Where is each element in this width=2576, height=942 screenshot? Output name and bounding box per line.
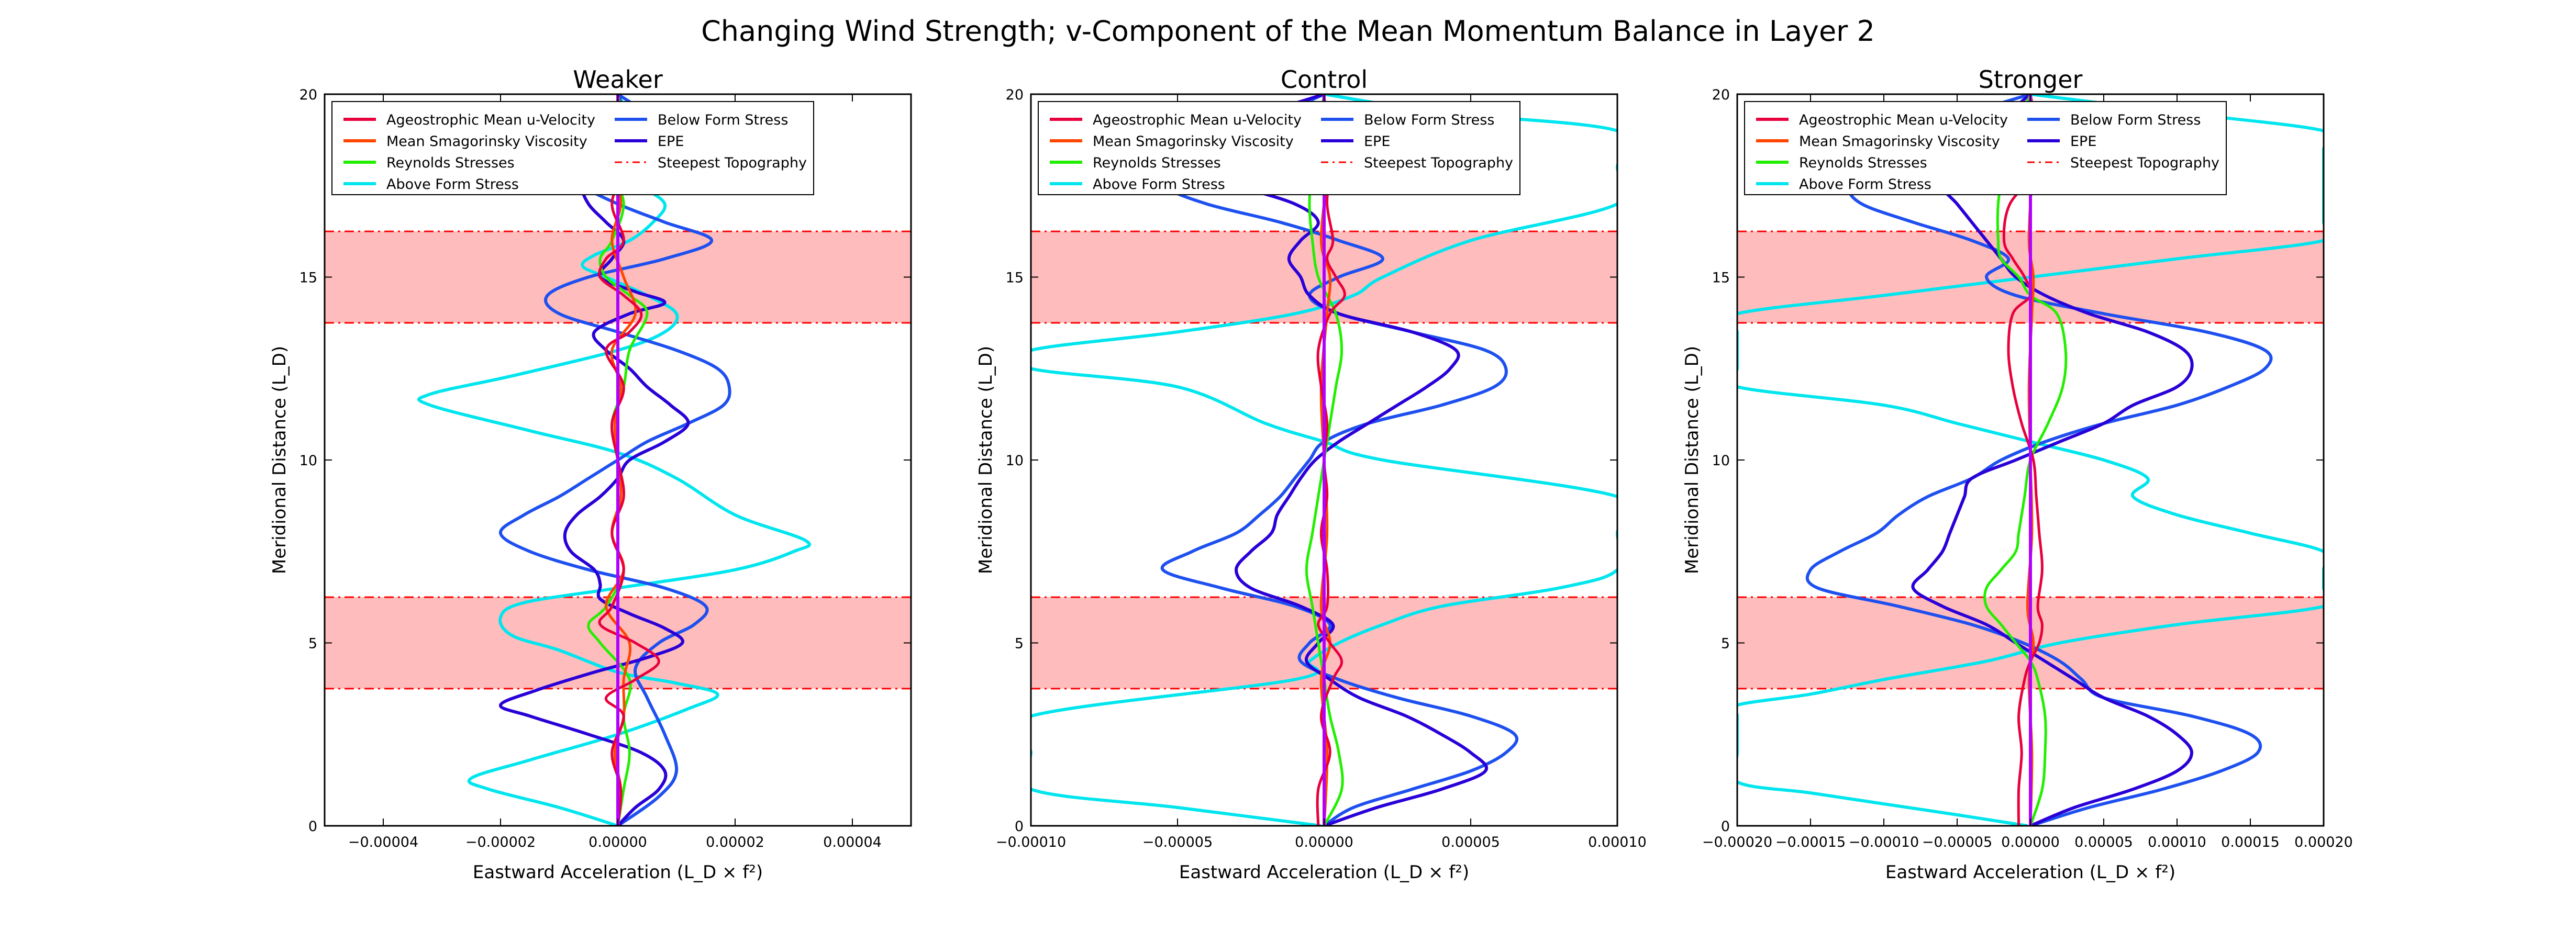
legend-label-smag: Mean Smagorinsky Viscosity	[1799, 133, 2000, 150]
x-tick-label: 0.00010	[1588, 834, 1647, 850]
x-tick-label: −0.00010	[1849, 834, 1919, 850]
series-line-reynolds	[1983, 94, 2068, 826]
series-line-above	[1031, 94, 1617, 826]
y-tick-label: 15	[299, 270, 317, 286]
legend-label-reynolds: Reynolds Stresses	[386, 155, 515, 171]
legend-label-above: Above Form Stress	[1093, 176, 1225, 193]
x-tick-label: 0.00015	[2221, 834, 2280, 850]
x-tick-label: −0.00005	[1922, 834, 1992, 850]
legend-label-below: Below Form Stress	[1364, 112, 1494, 128]
legend-label-epe: EPE	[1364, 133, 1390, 150]
y-tick-label: 20	[1712, 87, 1730, 103]
y-tick-label: 20	[299, 87, 317, 103]
y-tick-label: 10	[299, 453, 317, 469]
x-tick-label: 0.00010	[2148, 834, 2206, 850]
y-tick-label: 10	[1006, 453, 1024, 469]
x-tick-label: −0.00015	[1775, 834, 1846, 850]
x-tick-label: −0.00010	[996, 834, 1066, 850]
x-tick-label: −0.00005	[1142, 834, 1213, 850]
x-tick-label: 0.00000	[2001, 834, 2060, 850]
x-tick-label: 0.00020	[2294, 834, 2353, 850]
y-tick-label: 15	[1006, 270, 1024, 286]
x-tick-label: −0.00002	[465, 834, 536, 850]
chart-panel-0: −0.00004 −0.00002 0.00000 0.00002 0.00004 0 5 1…	[269, 65, 912, 883]
legend-label-steep: Steepest Topography	[658, 155, 807, 171]
x-axis-label: Eastward Acceleration (L_D × f²)	[473, 862, 763, 883]
y-axis-label: Meridional Distance (L_D)	[1682, 346, 1703, 574]
legend-label-steep: Steepest Topography	[1364, 155, 1513, 171]
figure-suptitle: Changing Wind Strength; v-Component of t…	[701, 15, 1875, 48]
y-axis-label: Meridional Distance (L_D)	[269, 346, 290, 574]
y-tick-label: 5	[1015, 636, 1024, 652]
x-tick-label: 0.00005	[2074, 834, 2133, 850]
x-tick-label: 0.00000	[1295, 834, 1353, 850]
legend: Ageostrophic Mean u-Velocity Mean Smagori…	[1038, 101, 1520, 195]
y-tick-label: 10	[1712, 453, 1730, 469]
legend-box	[1038, 101, 1520, 195]
x-tick-label: 0.00005	[1441, 834, 1500, 850]
x-tick-label: −0.00020	[1702, 834, 1772, 850]
x-axis-label: Eastward Acceleration (L_D × f²)	[1179, 862, 1469, 883]
legend-label-reynolds: Reynolds Stresses	[1093, 155, 1221, 171]
panel-title: Weaker	[573, 65, 663, 94]
series-line-epe	[1160, 94, 1489, 826]
y-axis-label: Meridional Distance (L_D)	[975, 346, 996, 574]
panel-title: Stronger	[1979, 65, 2083, 94]
panel-title: Control	[1281, 65, 1368, 94]
legend-label-ageo: Ageostrophic Mean u-Velocity	[386, 112, 595, 128]
y-tick-label: 5	[1721, 636, 1730, 652]
legend-label-reynolds: Reynolds Stresses	[1799, 155, 1927, 171]
y-tick-label: 20	[1006, 87, 1024, 103]
x-tick-label: −0.00004	[348, 834, 418, 850]
x-axis-label: Eastward Acceleration (L_D × f²)	[1885, 862, 2175, 883]
legend-label-ageo: Ageostrophic Mean u-Velocity	[1093, 112, 1302, 128]
series-line-below	[1805, 94, 2273, 826]
x-tick-label: 0.00004	[823, 834, 882, 850]
y-tick-label: 5	[308, 636, 317, 652]
legend-label-smag: Mean Smagorinsky Viscosity	[1093, 133, 1294, 150]
x-tick-label: 0.00000	[589, 834, 647, 850]
legend-label-below: Below Form Stress	[658, 112, 788, 128]
series-line-epe	[1911, 94, 2194, 826]
chart-panel-1: −0.00010 −0.00005 0.00000 0.00005 0.00010 0 5 1…	[975, 65, 1647, 883]
panels-container: −0.00004 −0.00002 0.00000 0.00002 0.00004 0 5 1…	[269, 65, 2353, 883]
legend-label-above: Above Form Stress	[1799, 176, 1931, 193]
legend-label-ageo: Ageostrophic Mean u-Velocity	[1799, 112, 2008, 128]
legend-label-epe: EPE	[658, 133, 684, 150]
x-tick-label: 0.00002	[706, 834, 764, 850]
legend-box	[1744, 101, 2227, 195]
y-tick-label: 0	[308, 818, 317, 835]
legend-label-steep: Steepest Topography	[2070, 155, 2219, 171]
series-line-above	[1737, 94, 2324, 826]
series-line-below	[1157, 94, 1519, 826]
series-line-ageo	[2002, 94, 2044, 826]
legend-box	[331, 101, 814, 195]
legend-label-epe: EPE	[2070, 133, 2096, 150]
y-tick-label: 15	[1712, 270, 1730, 286]
legend: Ageostrophic Mean u-Velocity Mean Smagori…	[1744, 101, 2227, 195]
chart-panel-2: −0.00020 −0.00015 −0.00010 −0.00005 0.00000 0…	[1682, 65, 2353, 883]
legend-label-smag: Mean Smagorinsky Viscosity	[386, 133, 587, 150]
legend-label-above: Above Form Stress	[386, 176, 519, 193]
legend: Ageostrophic Mean u-Velocity Mean Smagori…	[331, 101, 814, 195]
y-tick-label: 0	[1721, 818, 1730, 835]
legend-label-below: Below Form Stress	[2070, 112, 2201, 128]
y-tick-label: 0	[1015, 818, 1024, 835]
